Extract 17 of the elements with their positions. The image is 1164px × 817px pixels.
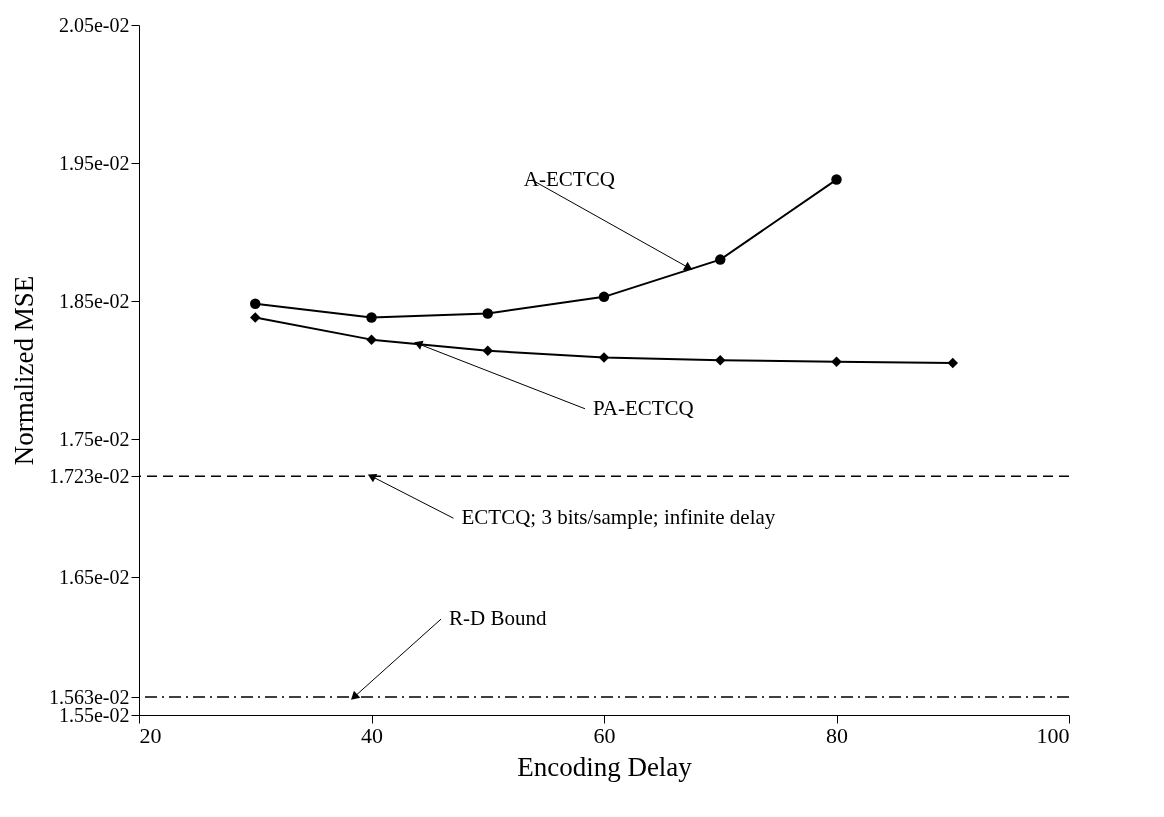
- annotation: A-ECTCQ: [523, 166, 615, 191]
- annotation: R-D Bound: [449, 606, 547, 631]
- y-tick-label: 1.65e-02: [58, 565, 130, 588]
- x-tick-label: 60: [593, 722, 616, 748]
- x-tick-label: 40: [361, 722, 383, 748]
- y-tick-label: 1.75e-02: [58, 427, 130, 450]
- x-tick-label: 20: [139, 722, 162, 748]
- annotation: PA-ECTCQ: [593, 395, 694, 420]
- y-axis-title: Normalized MSE: [8, 275, 39, 466]
- x-tick-label: 100: [1036, 722, 1070, 748]
- x-axis-title: Encoding Delay: [517, 751, 693, 782]
- y-tick-label: 1.723e-02: [48, 464, 130, 487]
- annotation: ECTCQ; 3 bits/sample; infinite delay: [461, 505, 776, 530]
- y-tick-label: 1.95e-02: [58, 151, 130, 174]
- x-tick-label: 80: [826, 722, 848, 748]
- y-tick-label: 1.85e-02: [58, 289, 130, 312]
- y-tick-label: 2.05e-02: [58, 13, 130, 36]
